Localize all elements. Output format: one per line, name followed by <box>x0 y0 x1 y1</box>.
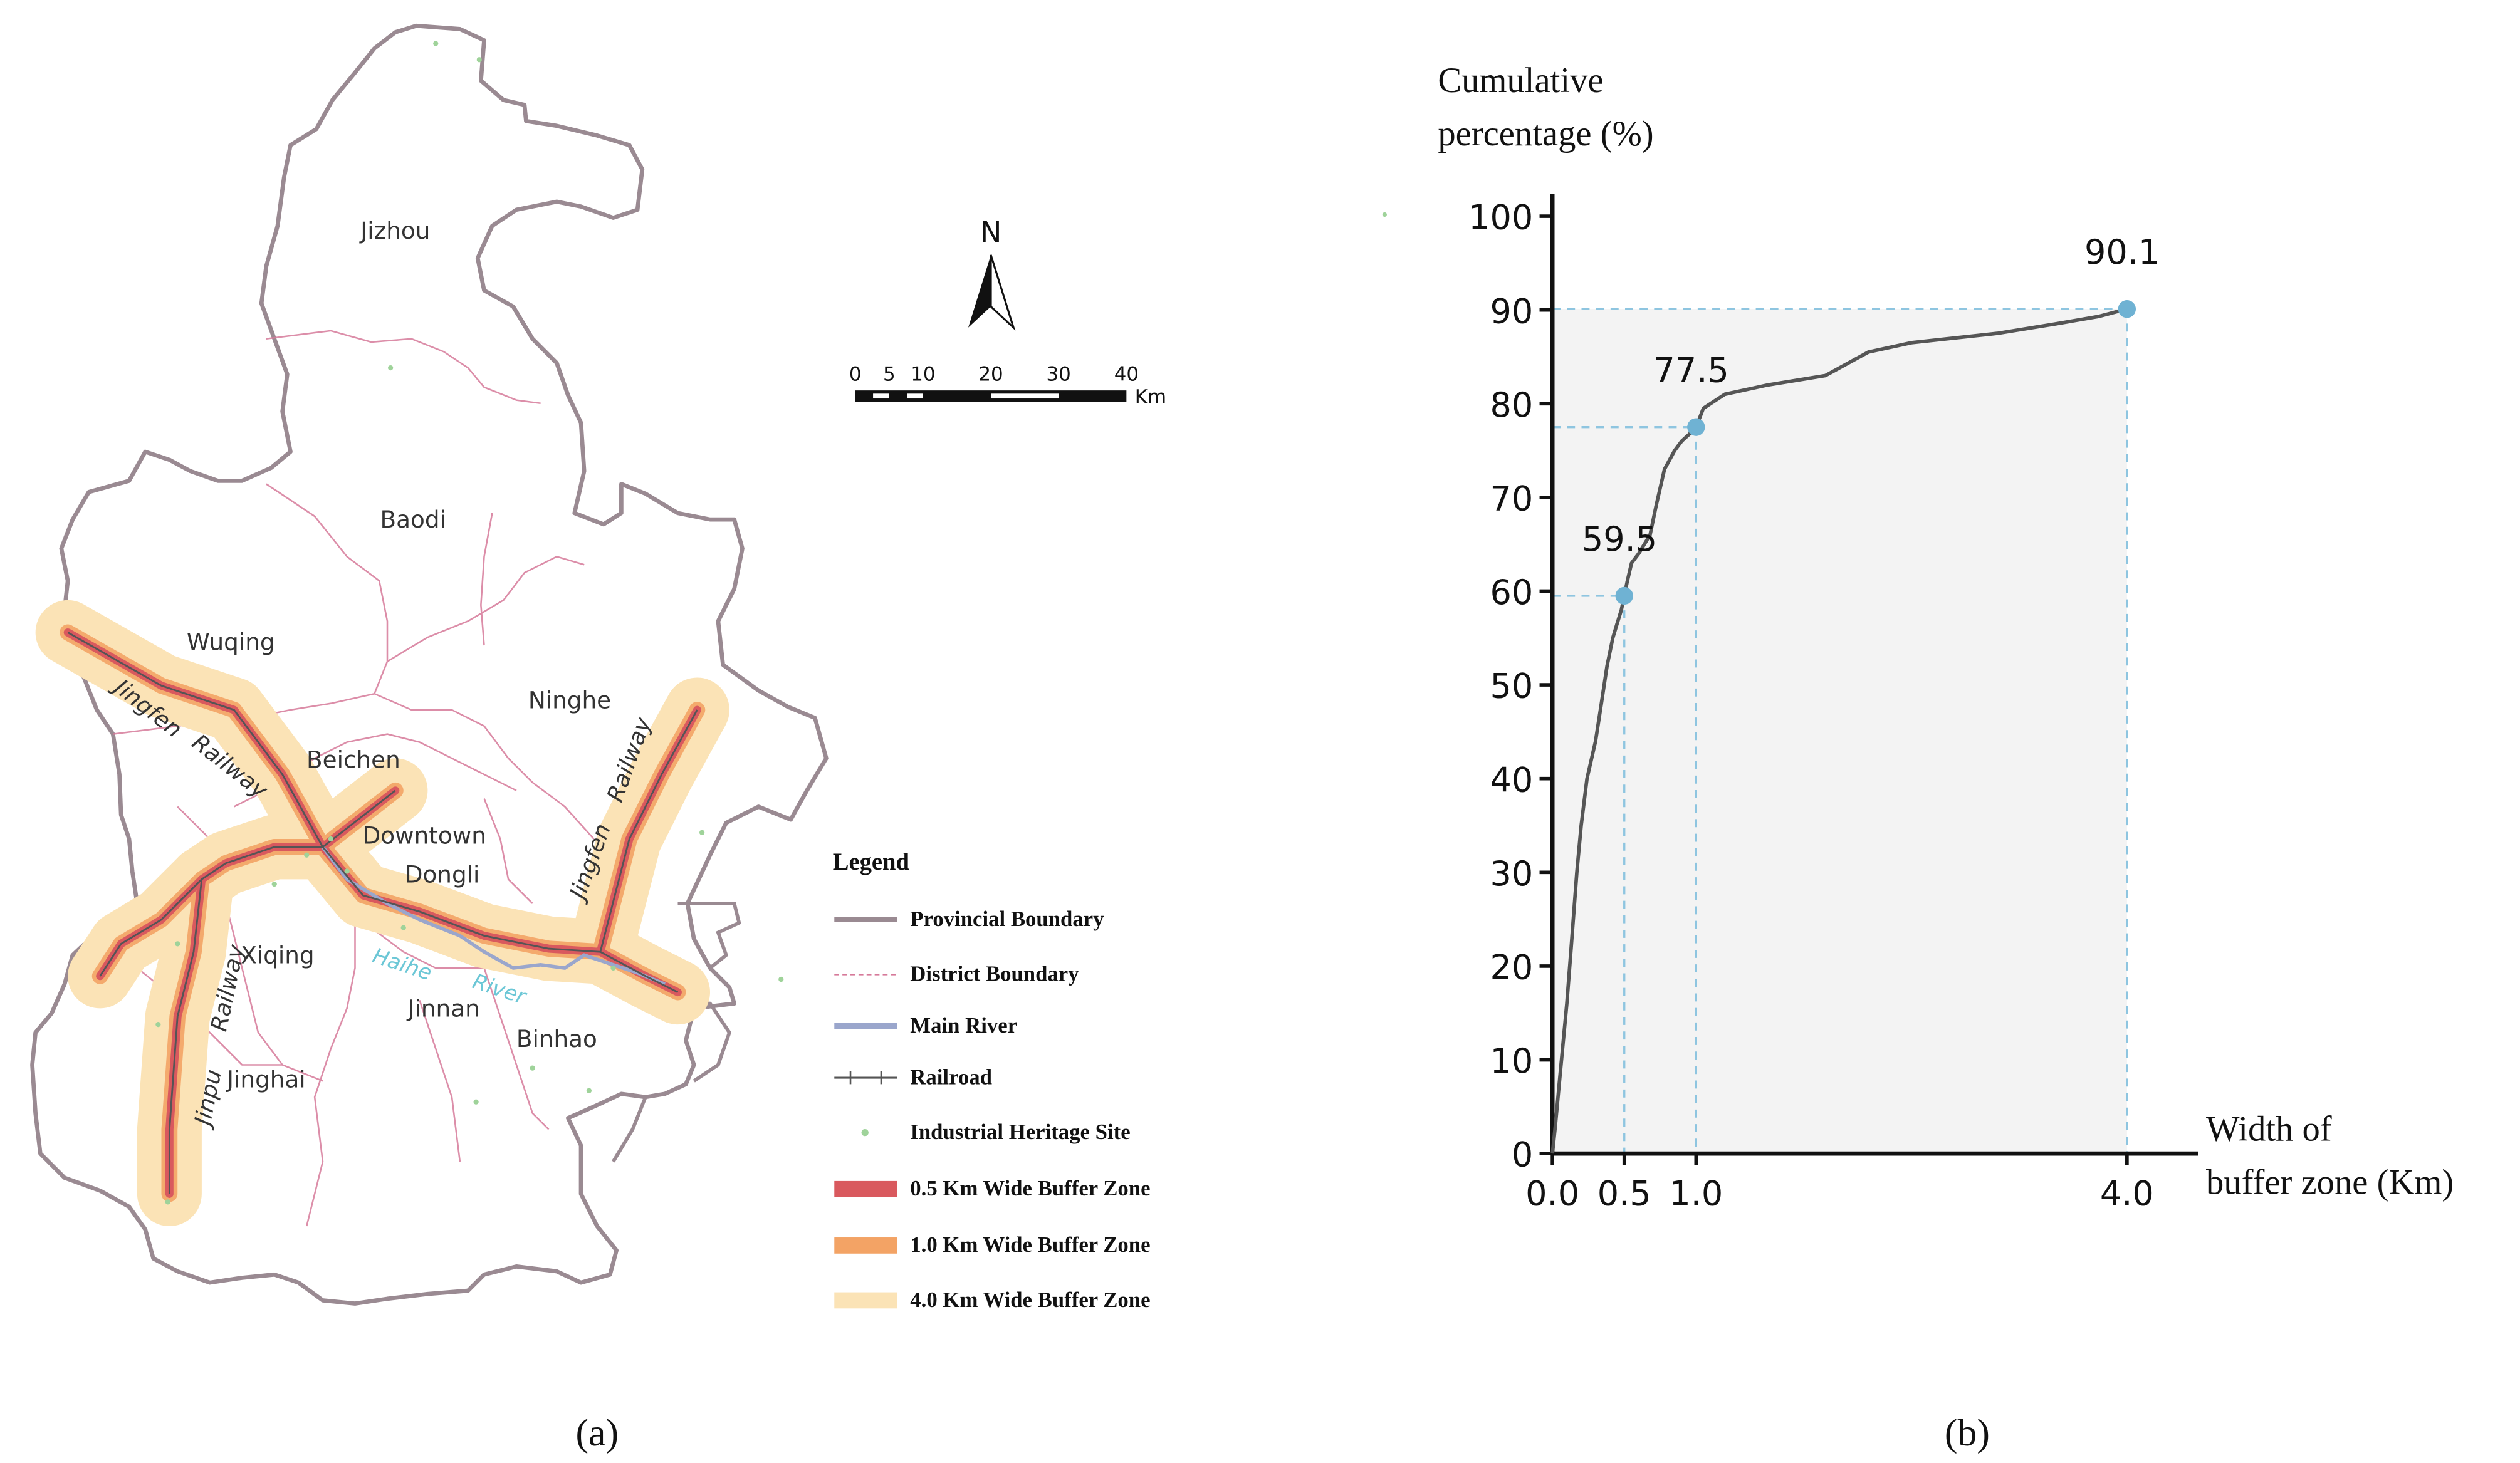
scale-bar: 0 5 10 20 30 40 Km <box>849 363 1166 409</box>
legend-item-buffer-1km: 1.0 Km Wide Buffer Zone <box>834 1232 1151 1257</box>
point-value-label: 90.1 <box>2084 232 2160 272</box>
x-tick-label: 4.0 <box>2100 1174 2154 1214</box>
scale-tick-10: 10 <box>911 363 935 386</box>
scale-tick-20: 20 <box>978 363 1003 386</box>
legend-item-buffer-4km: 4.0 Km Wide Buffer Zone <box>834 1288 1151 1312</box>
district-label-ninghe: Ninghe <box>528 686 611 714</box>
y-tick-label: 80 <box>1490 385 1533 425</box>
highlight-point <box>2118 299 2136 318</box>
legend-item-main-river: Main River <box>834 1013 1017 1038</box>
scale-tick-0: 0 <box>849 363 862 386</box>
chart-panel: 0 10 20 30 40 50 60 70 80 90 100 0.0 0.5 1.0 4.0 59.5… <box>1438 61 2454 1454</box>
legend-item-district-boundary: District Boundary <box>834 962 1079 986</box>
legend-title: Legend <box>833 849 910 875</box>
x-tick-label: 0.0 <box>1525 1174 1579 1214</box>
scale-tick-40: 40 <box>1114 363 1139 386</box>
svg-text:4.0 Km Wide Buffer Zone: 4.0 Km Wide Buffer Zone <box>910 1288 1150 1312</box>
legend-item-buffer-05km: 0.5 Km Wide Buffer Zone <box>834 1176 1151 1200</box>
x-tick-label: 1.0 <box>1669 1174 1723 1214</box>
district-label-beichen: Beichen <box>306 746 400 774</box>
x-axis-label-line1: Width of <box>2206 1110 2332 1149</box>
district-label-jizhou: Jizhou <box>359 217 430 244</box>
y-axis-label-line2: percentage (%) <box>1438 115 1653 154</box>
x-ticks: 0.0 0.5 1.0 4.0 <box>1525 1153 2154 1214</box>
scale-tick-5: 5 <box>883 363 896 386</box>
svg-text:Industrial Heritage Site: Industrial Heritage Site <box>910 1120 1130 1144</box>
svg-text:Railroad: Railroad <box>910 1065 992 1089</box>
y-axis-label-line1: Cumulative <box>1438 61 1603 100</box>
north-arrow: N <box>968 215 1016 331</box>
y-tick-label: 60 <box>1490 573 1533 612</box>
district-label-baodi: Baodi <box>380 506 446 533</box>
svg-text:1.0 Km Wide Buffer Zone: 1.0 Km Wide Buffer Zone <box>910 1232 1150 1257</box>
x-axis-label-line2: buffer zone (Km) <box>2206 1163 2454 1202</box>
chart-shaded-area <box>1552 309 2127 1154</box>
svg-text:Provincial Boundary: Provincial Boundary <box>910 907 1104 931</box>
north-arrow-icon <box>968 254 991 328</box>
scale-unit: Km <box>1135 386 1166 409</box>
legend-item-provincial-boundary: Provincial Boundary <box>834 907 1104 931</box>
scale-tick-30: 30 <box>1047 363 1071 386</box>
y-tick-label: 30 <box>1490 854 1533 893</box>
panel-label-b: (b) <box>1945 1412 1990 1454</box>
y-tick-label: 40 <box>1490 760 1533 799</box>
y-tick-label: 10 <box>1490 1041 1533 1081</box>
industrial-heritage-sites <box>155 41 1387 1205</box>
district-label-downtown: Downtown <box>363 822 486 850</box>
y-ticks: 0 10 20 30 40 50 60 70 80 90 100 <box>1468 198 1553 1175</box>
x-tick-label: 0.5 <box>1597 1174 1651 1214</box>
y-tick-label: 70 <box>1490 479 1533 518</box>
y-tick-label: 20 <box>1490 948 1533 987</box>
svg-text:District Boundary: District Boundary <box>910 962 1079 986</box>
district-label-jinghai: Jinghai <box>226 1066 306 1093</box>
y-tick-label: 50 <box>1490 667 1533 706</box>
svg-text:0.5 Km Wide Buffer Zone: 0.5 Km Wide Buffer Zone <box>910 1176 1150 1200</box>
highlight-points: 59.5 77.5 90.1 <box>1582 232 2160 605</box>
chart-guide-lines <box>1552 308 2128 1154</box>
north-label: N <box>980 215 1002 249</box>
legend-item-railroad: Railroad <box>834 1065 992 1089</box>
railroads <box>67 632 698 1194</box>
district-label-dongli: Dongli <box>405 861 480 888</box>
y-tick-label: 90 <box>1490 291 1533 331</box>
point-value-label: 59.5 <box>1582 519 1657 559</box>
main-river <box>321 846 666 986</box>
panel-label-a: (a) <box>575 1412 619 1454</box>
district-label-wuqing: Wuqing <box>187 628 275 656</box>
point-value-label: 77.5 <box>1653 351 1728 390</box>
y-tick-label: 0 <box>1512 1135 1533 1175</box>
y-tick-label: 100 <box>1468 198 1533 237</box>
highlight-point <box>1615 586 1633 605</box>
district-label-jinnan: Jinnan <box>407 994 480 1022</box>
legend: Legend Provincial Boundary District Boun… <box>833 849 1151 1312</box>
map-panel: Jizhou Baodi Wuqing Ninghe Beichen Downt… <box>30 23 1387 1454</box>
highlight-point <box>1687 418 1705 436</box>
district-label-binhao: Binhao <box>516 1025 597 1053</box>
legend-item-industrial-heritage-site: Industrial Heritage Site <box>861 1120 1131 1144</box>
svg-text:Main River: Main River <box>910 1013 1017 1038</box>
district-label-xiqing: Xiqing <box>241 941 314 969</box>
cumulative-line <box>1550 307 2128 1154</box>
